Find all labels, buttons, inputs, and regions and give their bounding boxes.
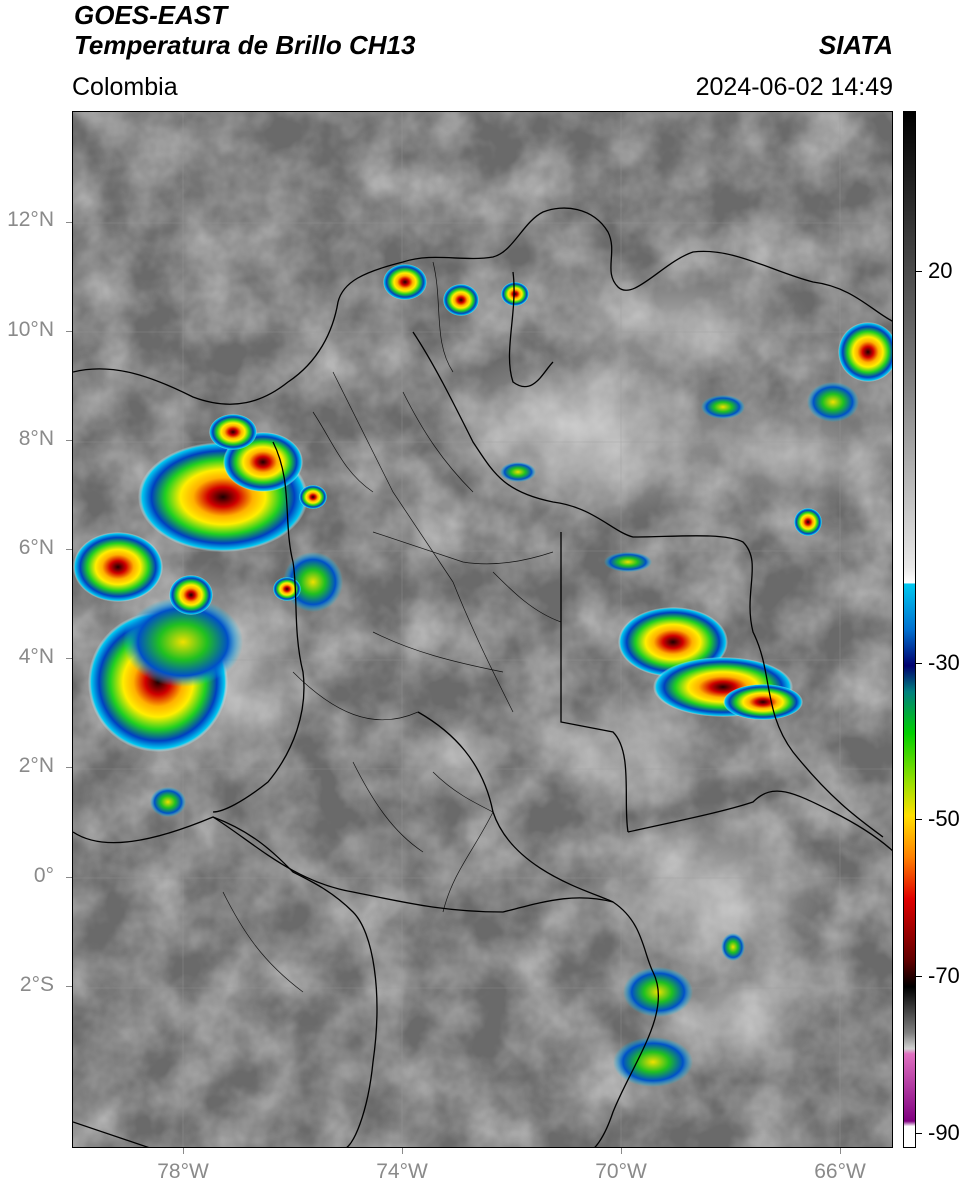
lat-label-0: 0° — [33, 864, 54, 887]
lat-label-6n: 6°N — [18, 536, 54, 559]
colorbar-label-m70: -70 — [928, 963, 960, 988]
satellite-title: GOES-EAST — [74, 0, 228, 30]
lat-label-2s: 2°S — [19, 973, 54, 996]
lat-label-4n: 4°N — [18, 645, 54, 668]
product-title: Temperatura de Brillo CH13 — [74, 30, 416, 60]
lat-label-10n: 10°N — [7, 318, 54, 341]
colorbar-label-m30: -30 — [928, 650, 960, 675]
lon-label-70w: 70°W — [595, 1160, 647, 1183]
country-borders — [73, 207, 892, 1147]
graticule — [73, 112, 892, 1147]
colorbar-label-m50: -50 — [928, 806, 960, 831]
lat-label-12n: 12°N — [7, 208, 54, 231]
datetime-label: 2024-06-02 14:49 — [695, 73, 893, 101]
lat-label-2n: 2°N — [18, 754, 54, 777]
colorbar-label-20: 20 — [928, 258, 953, 283]
satellite-map[interactable] — [72, 111, 893, 1148]
lon-label-74w: 74°W — [376, 1160, 428, 1183]
storm-cells — [73, 264, 892, 1087]
lon-label-66w: 66°W — [814, 1160, 866, 1183]
agency-label: SIATA — [818, 30, 893, 60]
region-label: Colombia — [72, 73, 178, 101]
department-borders — [222, 261, 562, 993]
lon-label-78w: 78°W — [157, 1160, 209, 1183]
temperature-colorbar — [903, 111, 916, 1148]
map-canvas — [73, 112, 892, 1147]
colorbar-label-m90: -90 — [928, 1120, 960, 1145]
lat-label-8n: 8°N — [18, 427, 54, 450]
